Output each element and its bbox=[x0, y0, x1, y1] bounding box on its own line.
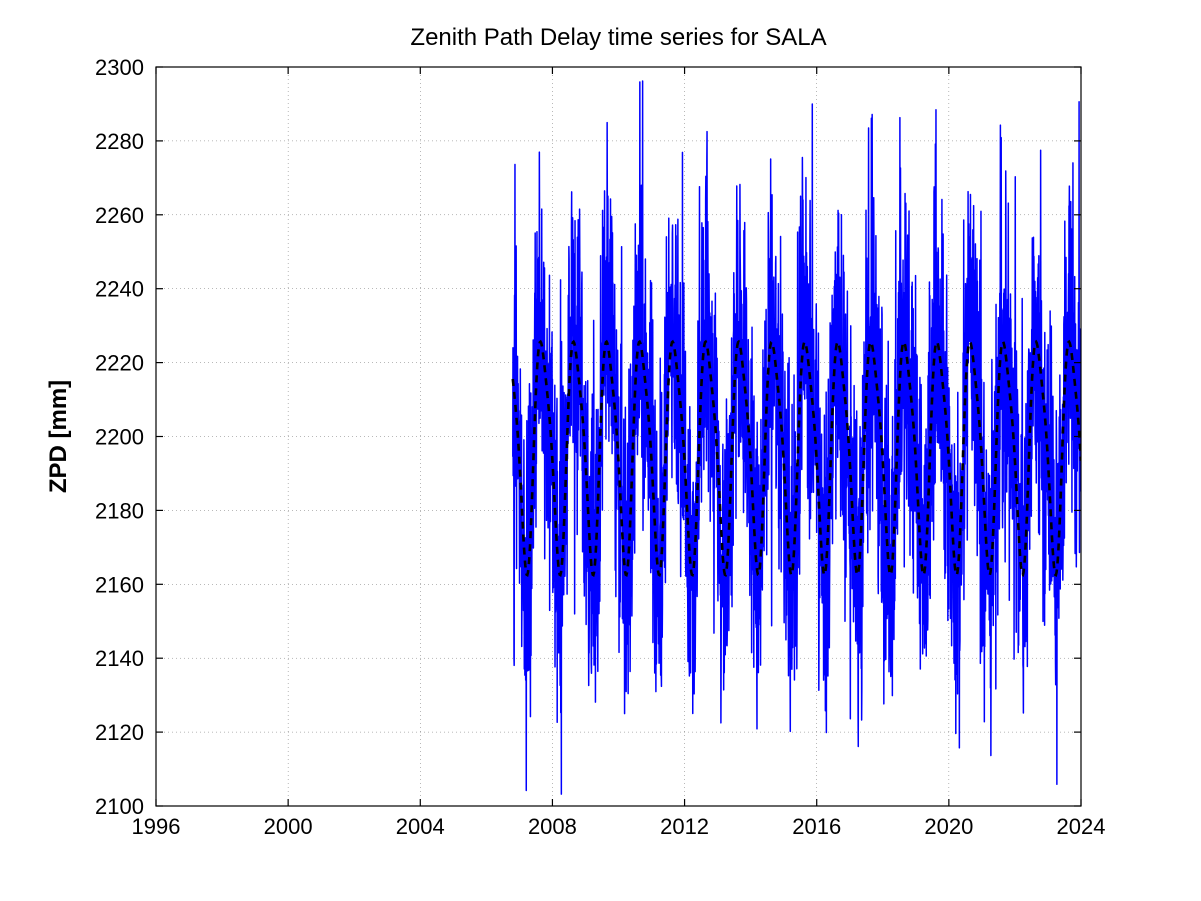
x-tick-label: 2020 bbox=[924, 814, 973, 839]
y-tick-label: 2100 bbox=[95, 794, 144, 819]
x-tick-label: 2008 bbox=[528, 814, 577, 839]
chart-container: 1996200020042008201220162020202421002120… bbox=[0, 0, 1201, 901]
y-tick-label: 2220 bbox=[95, 351, 144, 376]
chart-svg: 1996200020042008201220162020202421002120… bbox=[0, 0, 1201, 901]
x-tick-label: 2000 bbox=[264, 814, 313, 839]
y-tick-label: 2260 bbox=[95, 203, 144, 228]
y-tick-label: 2120 bbox=[95, 720, 144, 745]
y-tick-label: 2180 bbox=[95, 498, 144, 523]
y-axis-label: ZPD [mm] bbox=[45, 380, 72, 493]
chart-title: Zenith Path Delay time series for SALA bbox=[410, 24, 826, 51]
x-tick-label: 2004 bbox=[396, 814, 445, 839]
y-tick-label: 2300 bbox=[95, 55, 144, 80]
x-tick-label: 2016 bbox=[792, 814, 841, 839]
y-tick-label: 2140 bbox=[95, 646, 144, 671]
y-tick-label: 2160 bbox=[95, 572, 144, 597]
y-tick-label: 2200 bbox=[95, 425, 144, 450]
x-tick-label: 2024 bbox=[1057, 814, 1106, 839]
y-tick-label: 2240 bbox=[95, 277, 144, 302]
x-tick-label: 2012 bbox=[660, 814, 709, 839]
y-tick-label: 2280 bbox=[95, 129, 144, 154]
